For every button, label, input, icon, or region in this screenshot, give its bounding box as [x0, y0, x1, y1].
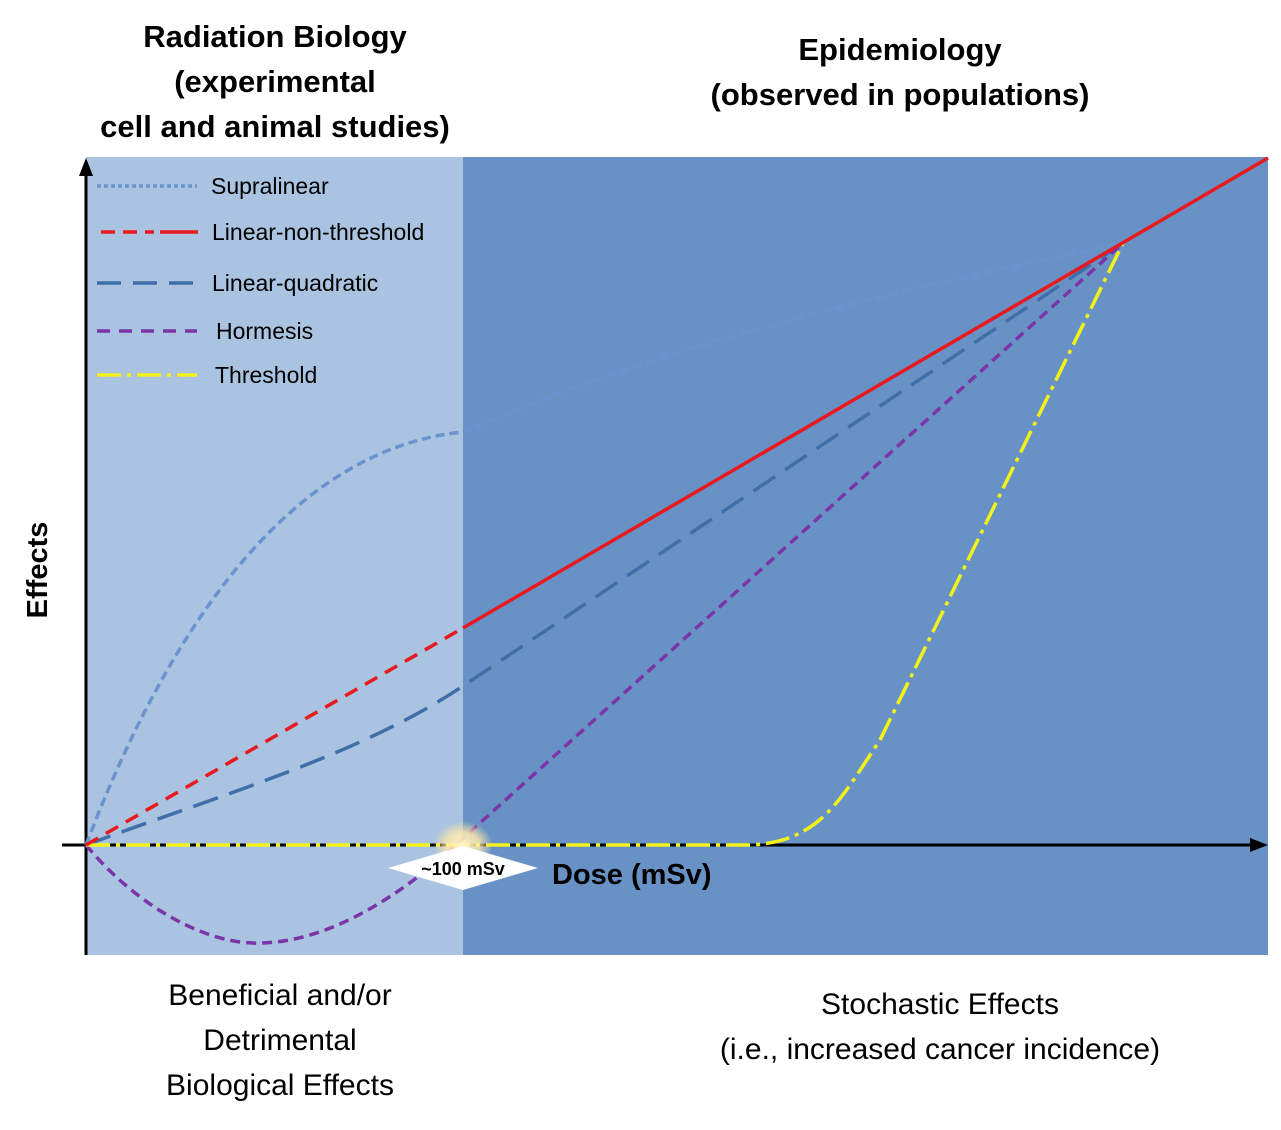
legend-label-linear-quadratic: Linear-quadratic	[212, 270, 378, 296]
marker-diamond	[388, 846, 538, 890]
x-axis-label: Dose (mSv)	[552, 859, 712, 891]
y-axis-arrowhead	[79, 158, 93, 176]
heading-right-line-2: (observed in populations)	[710, 77, 1090, 112]
epidemiology-heading: Epidemiology (observed in populations)	[690, 27, 1110, 117]
legend: Supralinear Linear-non-threshold Linear-…	[97, 173, 424, 388]
legend-label-linear-non-threshold: Linear-non-threshold	[212, 219, 424, 245]
x-axis-arrowhead	[1250, 838, 1268, 852]
supralinear-curve	[84, 241, 1124, 846]
heading-left-line-3: cell and animal studies)	[100, 109, 450, 144]
caption-left-line-3: Biological Effects	[166, 1069, 394, 1102]
radiation-biology-heading: Radiation Biology (experimental cell and…	[60, 14, 490, 149]
legend-label-threshold: Threshold	[215, 362, 317, 388]
beneficial-detrimental-caption: Beneficial and/or Detrimental Biological…	[100, 973, 460, 1108]
caption-left-line-2: Detrimental	[203, 1024, 357, 1057]
heading-left-line-2: (experimental	[174, 64, 376, 99]
linear-quadratic-curve	[85, 241, 1124, 847]
y-axis-label: Effects	[22, 522, 54, 619]
marker-label: ~100 mSv	[421, 859, 505, 879]
low-dose-region	[86, 157, 463, 955]
stochastic-effects-caption: Stochastic Effects (i.e., increased canc…	[660, 982, 1220, 1072]
heading-right-line-1: Epidemiology	[798, 32, 1002, 67]
legend-label-supralinear: Supralinear	[211, 173, 329, 199]
heading-left-line-1: Radiation Biology	[143, 19, 407, 54]
linear-non-threshold-dashed-segment	[85, 626, 464, 847]
dose-marker: ~100 mSv	[388, 821, 538, 890]
linear-non-threshold-solid-segment	[462, 156, 1269, 630]
high-dose-region	[463, 157, 1268, 955]
caption-left-line-1: Beneficial and/or	[168, 979, 392, 1012]
legend-label-hormesis: Hormesis	[216, 318, 313, 344]
caption-right-line-2: (i.e., increased cancer incidence)	[719, 1033, 1161, 1066]
caption-right-line-1: Stochastic Effects	[821, 988, 1059, 1021]
